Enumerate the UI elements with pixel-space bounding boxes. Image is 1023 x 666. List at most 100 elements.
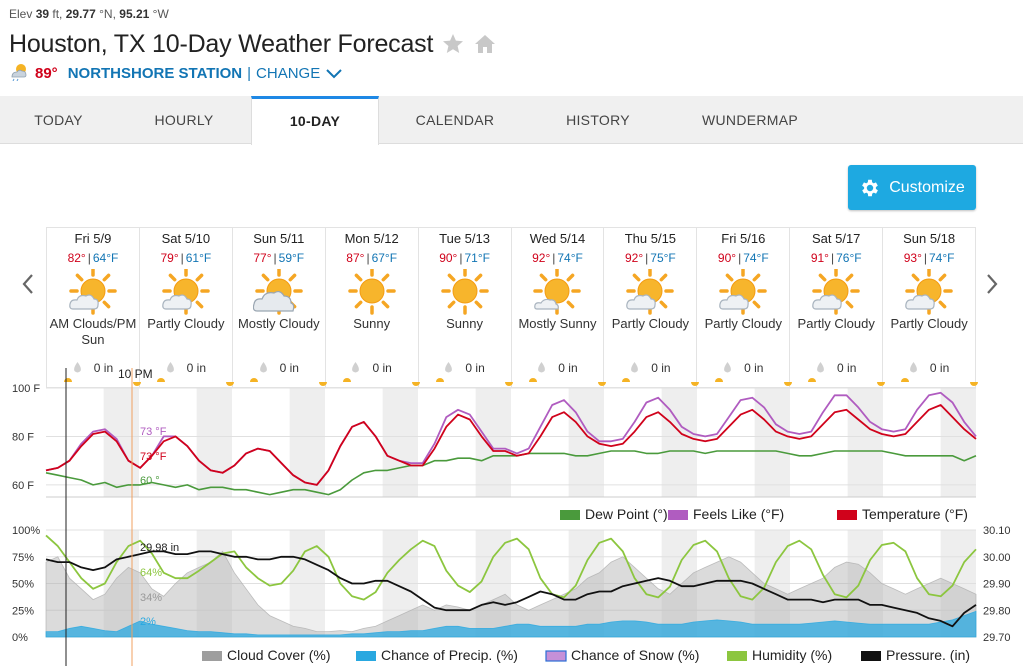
mostly-sunny-icon [533,269,582,315]
next-days-arrow-icon[interactable] [984,272,1000,296]
y-tick-label-left: 75% [12,552,34,564]
temp-separator: | [366,251,370,265]
star-favorite-icon[interactable] [441,32,465,56]
legend-snow-swatch [545,650,567,662]
day-column[interactable]: Thu 5/15 92° | 75°F Partly Cloudy 0 in [604,228,698,387]
partly-cloudy-icon [162,269,210,315]
legend-feels-like-swatch [668,510,688,520]
tab-hourly[interactable]: HOURLY [154,112,214,128]
high-temp: 82° [67,251,86,265]
raindrop-icon [73,362,81,373]
legend-pressure-label: Pressure. (in) [886,647,970,663]
precip-amount: 0 in [512,361,604,375]
sunset-icon [505,382,513,386]
precip-amount: 0 in [326,361,418,375]
legend-temperature-label: Temperature (°F) [862,506,968,522]
legend-precip-label: Chance of Precip. (%) [381,647,518,663]
temp-separator: | [273,251,277,265]
humidity-line [45,534,977,601]
night-band [475,388,511,497]
chevron-down-icon[interactable] [326,67,342,79]
temperature-readout: 73 °F [140,451,167,463]
legend-dew-point-swatch [560,510,580,520]
cloud-cover-area [45,550,977,638]
sunset-icon [784,382,792,386]
raindrop-icon [352,362,360,373]
condition-text: Mostly Cloudy [237,316,320,331]
tab-wundermap[interactable]: WUNDERMAP [701,112,799,128]
sunrise-icon [343,378,351,382]
day-column[interactable]: Fri 5/16 90° | 74°F Partly Cloudy 0 in [697,228,791,387]
day-column[interactable]: Sat 5/17 91° | 76°F Partly Cloudy 0 in [790,228,884,387]
day-temps: 82° | 64°F [47,251,139,265]
customize-button[interactable]: Customize [848,165,976,210]
page-title: Houston, TX 10-Day Weather Forecast [9,29,434,58]
legend-humidity-swatch [727,651,747,661]
mostly-cloudy-icon [252,269,303,315]
high-temp: 90° [439,251,458,265]
day-column[interactable]: Sun 5/11 77° | 59°F Mostly Cloudy 0 in [233,228,326,387]
high-temp: 92° [625,251,644,265]
raindrop-icon [724,362,731,373]
low-temp: 59°F [278,251,305,265]
y-tick-label-right: 30.10 [983,525,1011,537]
precip-area [45,610,977,638]
temp-separator: | [645,251,649,265]
pressure-line [45,550,977,628]
day-column[interactable]: Wed 5/14 92° | 74°F Mostly Sunny 0 in [512,228,605,387]
night-band [289,388,325,497]
low-temp: 74°F [929,251,955,265]
night-band [940,388,976,497]
precip-amount: 0 in [697,361,789,375]
dew-point-readout: 60 ° [140,475,160,487]
y-tick-label-right: 29.70 [983,632,1011,644]
day-name: Fri 5/16 [721,231,766,246]
night-band [661,388,697,497]
day-column[interactable]: Tue 5/13 90° | 71°F Sunny 0 in [419,228,512,387]
day-temps: 93° | 74°F [883,251,975,265]
station-name[interactable]: NORTHSHORE STATION [67,64,243,82]
partly-cloudy-icon [905,269,953,315]
night-band [382,388,418,497]
precip-amount: 0 in [419,361,511,375]
tab-history[interactable]: HISTORY [566,112,630,128]
raindrop-icon [817,362,824,373]
previous-days-arrow-icon[interactable] [20,272,36,296]
raindrop-icon [445,362,453,373]
day-temps: 92° | 75°F [604,251,696,265]
dew-point-line [45,450,977,496]
y-tick-label-left: 100% [12,525,40,537]
sunrise-icon [622,378,630,382]
day-column[interactable]: Mon 5/12 87° | 67°F Sunny 0 in [326,228,419,387]
humidity-readout: 64% [140,567,162,579]
day-column[interactable]: Sat 5/10 79° | 61°F Partly Cloudy 0 in [140,228,233,387]
night-band [847,388,883,497]
sunrise-icon [529,378,537,382]
forecast-tabs: TODAY HOURLY 10-DAY CALENDAR HISTORY WUN… [0,96,1023,145]
precip-amount: 0 in [140,361,232,375]
legend-cloud-cover-swatch [202,651,222,661]
change-station-link[interactable]: CHANGE [256,64,321,82]
sunrise-icon [808,378,816,382]
y-tick-label-left: 50% [12,579,34,591]
sunset-icon [970,382,978,386]
condition-text: Partly Cloudy [147,316,225,331]
home-icon[interactable] [473,32,497,56]
sunrise-icon [64,378,72,382]
day-column[interactable]: Sun 5/18 93° | 74°F Partly Cloudy 0 in [883,228,975,387]
raindrop-icon [166,362,174,373]
tab-today[interactable]: TODAY [34,112,83,128]
partly-cloudy-icon [719,269,768,315]
tab-10-day[interactable]: 10-DAY [251,96,379,145]
current-temperature: 89° [35,64,58,82]
precip-amount: 0 in [604,361,696,375]
day-temps: 90° | 71°F [419,251,511,265]
condition-text: Partly Cloudy [797,316,875,331]
temperature-line [45,404,977,486]
temp-separator: | [180,251,184,265]
sunrise-icon [715,378,723,382]
condition-text: Partly Cloudy [890,316,968,331]
tab-calendar[interactable]: CALENDAR [415,112,495,128]
day-column[interactable]: Fri 5/9 82° | 64°F AM Clouds/PM Sun 0 in [47,228,140,387]
sunset-icon [598,382,606,386]
